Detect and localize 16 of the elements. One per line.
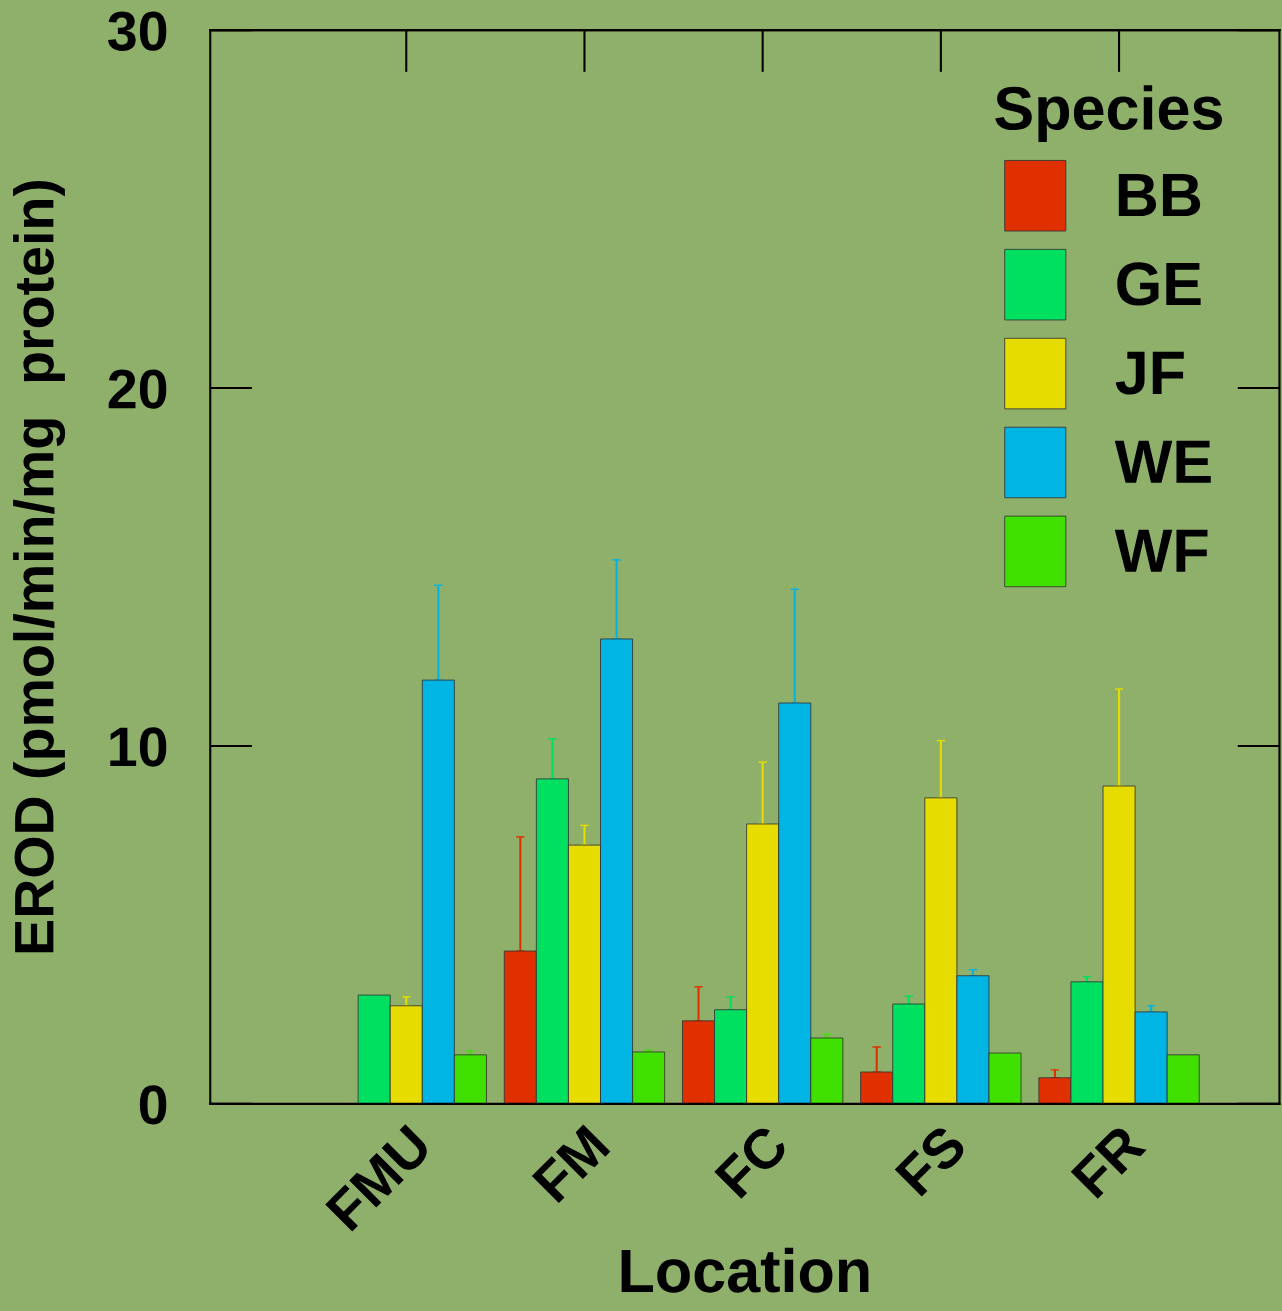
- x-tick-label: FC: [713, 1122, 791, 1200]
- legend-label: JF: [1115, 351, 1184, 395]
- legend-label: WE: [1114, 440, 1211, 483]
- legend-label: BB: [1118, 174, 1201, 217]
- legend-label: GE: [1117, 262, 1201, 306]
- legend-label: WF: [1114, 529, 1208, 572]
- legend-title: Species: [995, 85, 1222, 143]
- y-tick-label: 10: [110, 727, 167, 767]
- x-tick-label: FM: [531, 1124, 611, 1204]
- x-tick-label: FS: [894, 1123, 969, 1197]
- x-axis-title: Location: [621, 1247, 869, 1293]
- y-axis-title: EROD (pmol/min/mg protein): [13, 180, 66, 953]
- y-tick-label: 30: [108, 11, 167, 51]
- x-tick-label: FR: [1070, 1122, 1147, 1199]
- y-tick-label: 20: [108, 369, 167, 409]
- y-tick-label: 0: [139, 1085, 167, 1125]
